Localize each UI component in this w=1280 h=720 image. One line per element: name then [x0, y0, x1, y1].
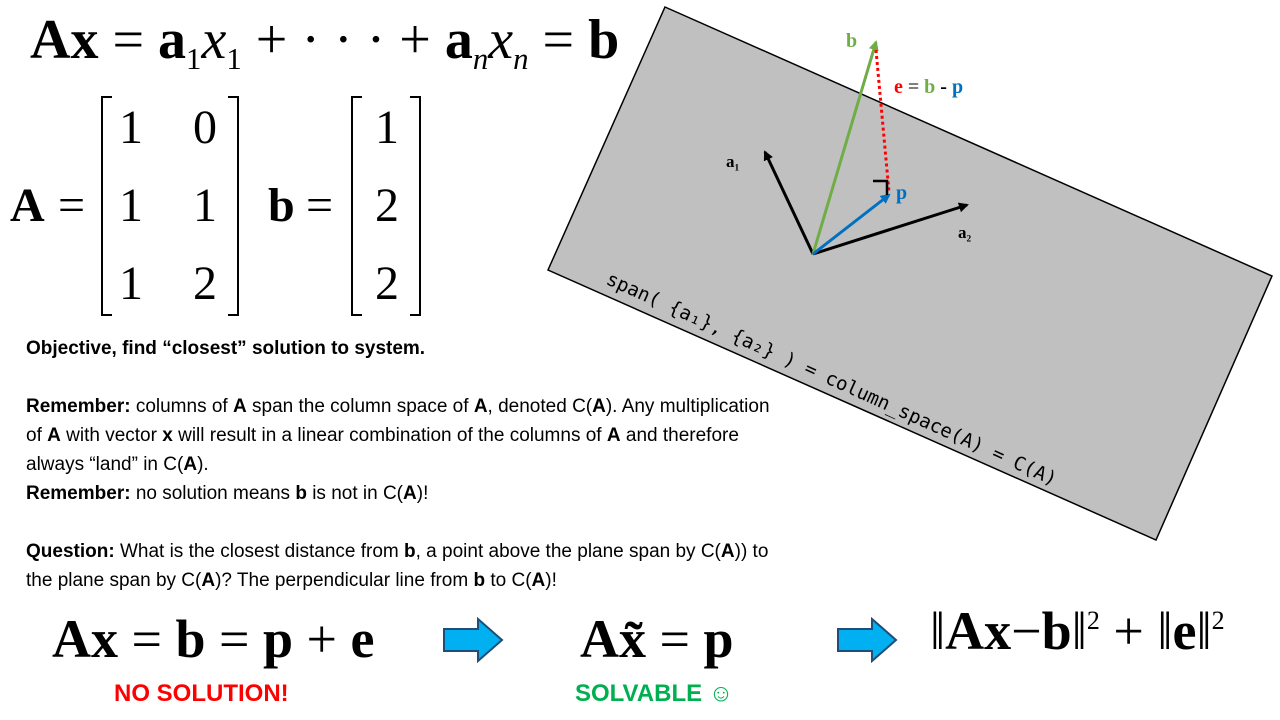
no-solution-label: NO SOLUTION!	[114, 680, 289, 707]
eq-an: a	[444, 9, 473, 71]
eq-a1-sub: 1	[186, 41, 202, 76]
vector-b-cell: 2	[375, 257, 399, 310]
vector-b-brackets	[351, 96, 421, 316]
solvable-label: SOLVABLE ☺	[575, 680, 734, 707]
eq-plus: +	[399, 9, 431, 71]
vector-b-equals: =	[306, 179, 334, 232]
vector-b-cell: 1	[375, 101, 399, 154]
matrix-a-cell: 1	[193, 179, 217, 232]
diagram-p-label: p	[896, 182, 908, 204]
diagram-a2-label: a2	[958, 223, 972, 245]
eq-an-sub: n	[472, 41, 489, 76]
vector-a1	[763, 150, 815, 255]
eq-xn-sub: n	[513, 41, 529, 76]
top-equation: Ax = a1x1 + · · · + anxn = b	[30, 8, 619, 77]
matrix-a-equals: =	[58, 179, 86, 232]
equation-ax-b-p-e: Ax = b = p + e	[52, 609, 375, 669]
remember-paragraph: Remember: columns of A span the column s…	[26, 396, 770, 475]
vector-a2	[812, 202, 969, 256]
matrix-a: A = 1 0 1 1 1 2	[10, 0, 260, 330]
e-b: b	[924, 76, 936, 98]
vector-b: b = 1 2 2	[268, 0, 438, 330]
arrow-right-icon	[443, 617, 504, 663]
eq-equals: =	[542, 9, 575, 71]
eq-plus: +	[255, 9, 288, 71]
e-minus: -	[940, 76, 947, 98]
diagram-a1-label: a1	[726, 152, 740, 174]
eq-rhs: b	[588, 9, 620, 71]
e-label: e	[894, 76, 903, 98]
vector-p-arrow	[812, 193, 891, 256]
equation-ax-tilde-p: Ax̃ = p	[580, 609, 734, 669]
text-block: Objective, find “closest” solution to sy…	[26, 334, 786, 595]
matrix-a-brackets	[101, 96, 239, 316]
eq-equals: =	[112, 9, 145, 71]
question-paragraph: Question: What is the closest distance f…	[26, 541, 769, 591]
eq-dots: · · ·	[301, 9, 386, 71]
eq-xn: x	[488, 9, 514, 71]
remember-paragraph: Remember: no solution means b is not in …	[26, 483, 429, 504]
matrix-a-label: A	[10, 179, 45, 232]
eq-a1: a	[158, 9, 187, 71]
matrix-a-cell: 0	[193, 101, 217, 154]
diagram-b-label: b	[846, 30, 858, 52]
arrow-right-icon	[837, 617, 898, 663]
matrix-a-cell: 1	[119, 179, 143, 232]
right-angle-mark	[873, 179, 889, 195]
matrix-a-cell: 1	[119, 257, 143, 310]
plane-polygon	[547, 6, 1273, 541]
vector-b-label: b	[268, 179, 295, 232]
vector-b-cell: 2	[375, 179, 399, 232]
eq-lhs: Ax	[30, 9, 99, 71]
objective-text: Objective, find “closest” solution to sy…	[26, 338, 426, 359]
eq-x1-sub: 1	[226, 41, 242, 76]
matrix-a-cell: 2	[193, 257, 217, 310]
e-equation-label: e = b - p	[894, 76, 963, 99]
e-equals: =	[907, 76, 920, 98]
equation-least-squares: ‖Ax−b‖2 + ‖e‖2	[930, 601, 1225, 661]
eq-x1: x	[201, 9, 227, 71]
matrix-a-cell: 1	[119, 101, 143, 154]
e-p: p	[951, 76, 964, 98]
vector-b-arrow	[811, 40, 879, 255]
